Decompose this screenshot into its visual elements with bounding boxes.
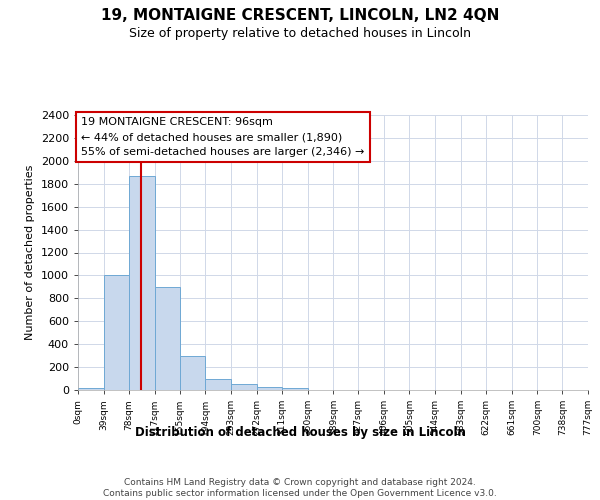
Bar [155,287,180,390]
Bar [180,356,205,390]
Text: 19, MONTAIGNE CRESCENT, LINCOLN, LN2 4QN: 19, MONTAIGNE CRESCENT, LINCOLN, LN2 4QN [101,8,499,22]
Y-axis label: Number of detached properties: Number of detached properties [25,165,35,340]
Text: Size of property relative to detached houses in Lincoln: Size of property relative to detached ho… [129,28,471,40]
Bar [282,388,308,390]
Bar [231,384,257,390]
Bar [78,388,104,390]
Bar [129,176,155,390]
Text: 19 MONTAIGNE CRESCENT: 96sqm
← 44% of detached houses are smaller (1,890)
55% of: 19 MONTAIGNE CRESCENT: 96sqm ← 44% of de… [81,118,365,157]
Text: Distribution of detached houses by size in Lincoln: Distribution of detached houses by size … [134,426,466,439]
Bar [205,378,231,390]
Bar [257,386,282,390]
Text: Contains HM Land Registry data © Crown copyright and database right 2024.
Contai: Contains HM Land Registry data © Crown c… [103,478,497,498]
Bar [104,276,129,390]
